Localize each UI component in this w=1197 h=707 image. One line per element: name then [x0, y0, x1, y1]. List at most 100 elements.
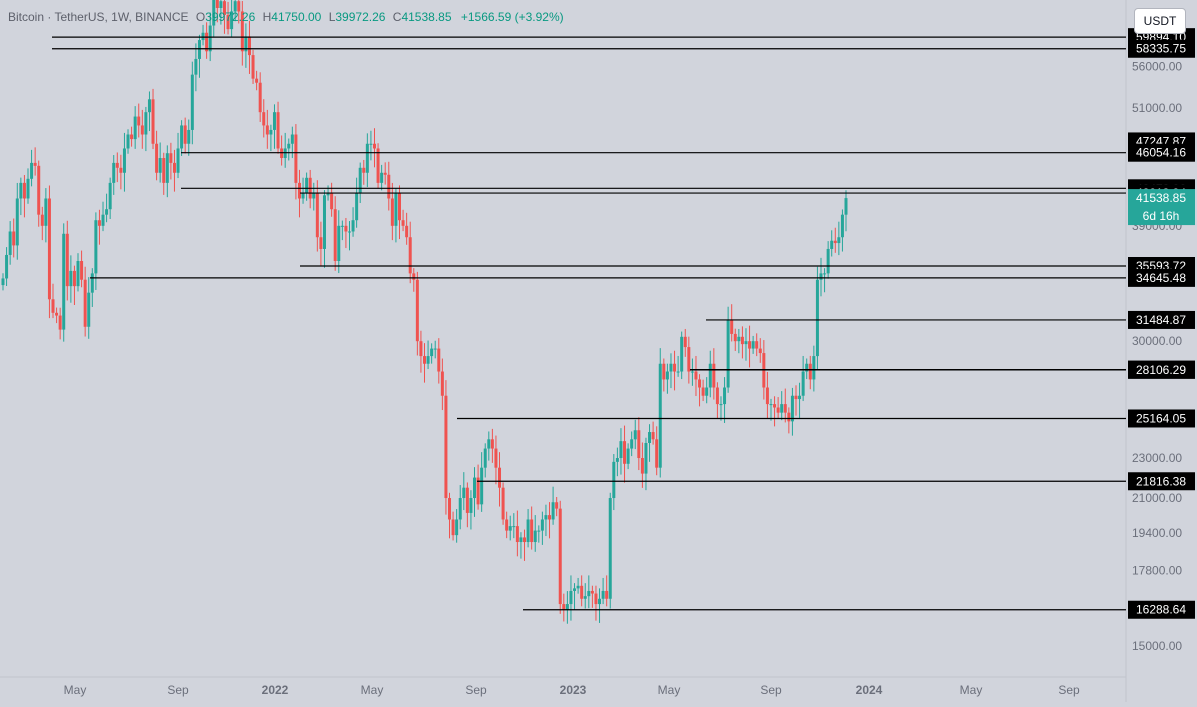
candle-body [640, 458, 644, 474]
candle-body [540, 519, 544, 531]
candle-body [97, 220, 101, 226]
candle-body [512, 526, 516, 528]
candle-body [655, 439, 659, 468]
currency-button[interactable]: USDT [1134, 8, 1186, 34]
candle-body [215, 0, 219, 8]
level-label: 31484.87 [1136, 313, 1186, 327]
candle-body [508, 526, 512, 531]
change-value: +1566.59 (+3.92%) [460, 10, 564, 24]
symbol-legend: Bitcoin · TetherUS, 1W, BINANCE O 39972.2… [8, 10, 564, 24]
candle-body [555, 502, 559, 509]
candle-body [598, 598, 602, 605]
candle-body [265, 125, 269, 135]
level-tag [1128, 472, 1195, 491]
candle-body [801, 371, 805, 396]
candle-body [101, 214, 105, 226]
symbol-title[interactable]: Bitcoin · TetherUS, 1W, BINANCE [8, 10, 189, 24]
candle-body [372, 143, 376, 149]
candle-body [258, 82, 262, 113]
candle-body [58, 315, 62, 330]
candle-body [415, 279, 419, 342]
candle-body [115, 162, 119, 168]
level-label: 28106.29 [1136, 363, 1186, 377]
candle-body [169, 153, 173, 163]
candle-body [305, 177, 309, 194]
candle-body [451, 519, 455, 536]
candle-body [430, 348, 434, 357]
candle-body [380, 172, 384, 183]
current-price-badge [1128, 189, 1195, 226]
candle-body [87, 292, 91, 327]
candle-body [33, 162, 37, 166]
y-tick-label: 51000.00 [1132, 101, 1182, 115]
candle-body [633, 430, 637, 440]
candle-body [519, 537, 523, 543]
candle-body [230, 11, 234, 30]
candle-body [130, 134, 134, 140]
candle-body [444, 395, 448, 499]
candle-body [605, 590, 609, 599]
x-tick-label: May [64, 683, 87, 697]
candle-body [208, 25, 212, 52]
candle-body [69, 270, 73, 287]
y-tick-label: 56000.00 [1132, 60, 1182, 74]
candle-body [326, 193, 330, 196]
candle-body [355, 193, 359, 221]
candle-body [190, 74, 194, 130]
candle-body [255, 78, 259, 83]
candle-body [558, 508, 562, 605]
candle-body [237, 1, 241, 12]
candle-body [26, 178, 30, 199]
level-label: 25164.05 [1136, 411, 1186, 425]
candle-body [83, 279, 87, 327]
candle-body [562, 604, 566, 610]
candle-body [501, 487, 505, 520]
candle-body [530, 519, 534, 543]
candle-body [612, 461, 616, 499]
candle-body [162, 158, 166, 183]
candle-body [233, 1, 237, 12]
candle-body [133, 116, 137, 140]
low-value: 39972.26 [335, 10, 386, 24]
candle-body [758, 348, 762, 354]
candle-body [72, 270, 76, 287]
candle-body [90, 273, 94, 293]
candle-body [62, 233, 66, 330]
candle-body [826, 248, 830, 274]
candle-body [626, 448, 630, 464]
candle-body [197, 40, 201, 59]
candle-body [108, 182, 112, 210]
candle-body [740, 336, 744, 345]
candle-body [830, 240, 834, 249]
candle-body [405, 225, 409, 238]
candle-body [122, 148, 126, 173]
level-tag [1128, 600, 1195, 619]
candle-body [658, 363, 662, 468]
candle-body [805, 363, 809, 372]
candle-body [155, 143, 159, 173]
y-tick-label: 15000.00 [1132, 639, 1182, 653]
candle-body [719, 404, 723, 406]
candle-body [147, 99, 151, 113]
x-tick-label: Sep [1058, 683, 1080, 697]
candle-body [769, 404, 773, 406]
open-label: O [195, 10, 206, 24]
candle-body [490, 439, 494, 449]
candle-body [140, 125, 144, 135]
candle-body [462, 487, 466, 499]
candle-body [47, 198, 51, 300]
candle-body [712, 363, 716, 388]
candle-body [619, 441, 623, 459]
y-tick-label: 21000.00 [1132, 491, 1182, 505]
candle-body [347, 231, 351, 233]
candle-body [544, 515, 548, 520]
y-tick-label: 19400.00 [1132, 526, 1182, 540]
candle-body [401, 220, 405, 226]
candle-body [837, 237, 841, 244]
candle-body [815, 279, 819, 357]
candle-body [144, 112, 148, 135]
candle-body [344, 225, 348, 232]
candle-body [287, 143, 291, 149]
